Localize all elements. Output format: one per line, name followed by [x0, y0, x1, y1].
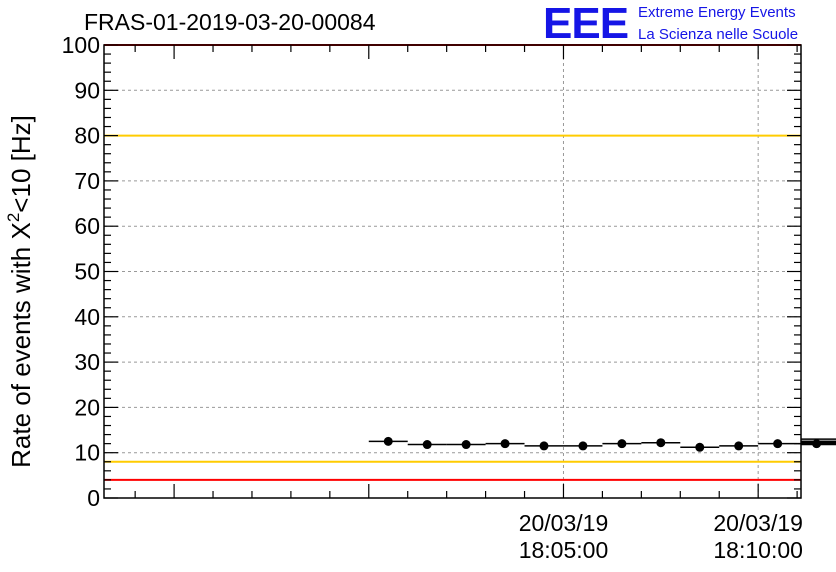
data-series: [368, 436, 836, 452]
data-point-marker: [383, 436, 393, 446]
data-point: [719, 441, 759, 451]
logo-line-1: Extreme Energy Events: [638, 4, 796, 21]
data-point: [641, 438, 681, 448]
y-tick-label: 20: [74, 394, 100, 420]
data-point-marker: [695, 442, 705, 452]
y-tick-label: 100: [62, 32, 100, 58]
x-tick-label-date: 20/03/19: [713, 510, 803, 536]
data-point: [758, 439, 798, 449]
y-tick-label: 30: [74, 349, 100, 375]
y-tick-label: 40: [74, 304, 100, 330]
data-point-marker: [578, 441, 588, 451]
data-point-marker: [656, 438, 666, 448]
logo-line-2: La Scienza nelle Scuole: [638, 26, 799, 43]
data-point-marker: [617, 439, 627, 449]
data-point-marker: [461, 440, 471, 450]
y-tick-label: 60: [74, 213, 100, 239]
eee-logo: EEE Extreme Energy Events La Scienza nel…: [543, 0, 833, 48]
eee-logo-mark: EEE: [543, 0, 629, 48]
axis-ticks: [104, 44, 801, 499]
y-tick-label: 90: [74, 77, 100, 103]
grid-lines: [104, 44, 801, 499]
data-point: [446, 440, 486, 450]
y-axis-label-superscript: 2: [4, 213, 23, 222]
y-tick-label: 50: [74, 259, 100, 285]
y-axis-label: Rate of events with X2<10 [Hz]: [4, 115, 36, 468]
x-tick-label-time: 18:10:00: [713, 537, 803, 563]
data-point: [368, 436, 408, 446]
data-point: [563, 441, 603, 451]
y-tick-label: 0: [87, 485, 100, 511]
data-point: [524, 441, 564, 451]
y-tick-label: 80: [74, 123, 100, 149]
y-axis-label-main: Rate of events with X: [6, 222, 36, 468]
data-point: [801, 442, 836, 445]
data-point: [485, 439, 525, 449]
data-point: [680, 442, 720, 452]
data-point-marker: [500, 439, 510, 449]
data-point: [801, 438, 836, 440]
y-tick-label: 10: [74, 440, 100, 466]
data-point-marker: [422, 440, 432, 450]
y-tick-label: 70: [74, 168, 100, 194]
data-point: [801, 443, 836, 446]
chart-title: FRAS-01-2019-03-20-00084: [84, 9, 376, 35]
limit-lines: [104, 44, 801, 481]
y-axis-label-tail: <10 [Hz]: [6, 115, 36, 213]
data-point-marker: [539, 441, 549, 451]
data-point-marker: [773, 439, 783, 449]
data-point: [407, 440, 447, 450]
data-point: [602, 439, 642, 449]
x-tick-label-date: 20/03/19: [519, 510, 609, 536]
tick-labels: 010203040506070809010020/03/1918:05:0020…: [62, 32, 803, 563]
x-tick-label-time: 18:05:00: [519, 537, 609, 563]
data-point-marker: [734, 441, 744, 451]
